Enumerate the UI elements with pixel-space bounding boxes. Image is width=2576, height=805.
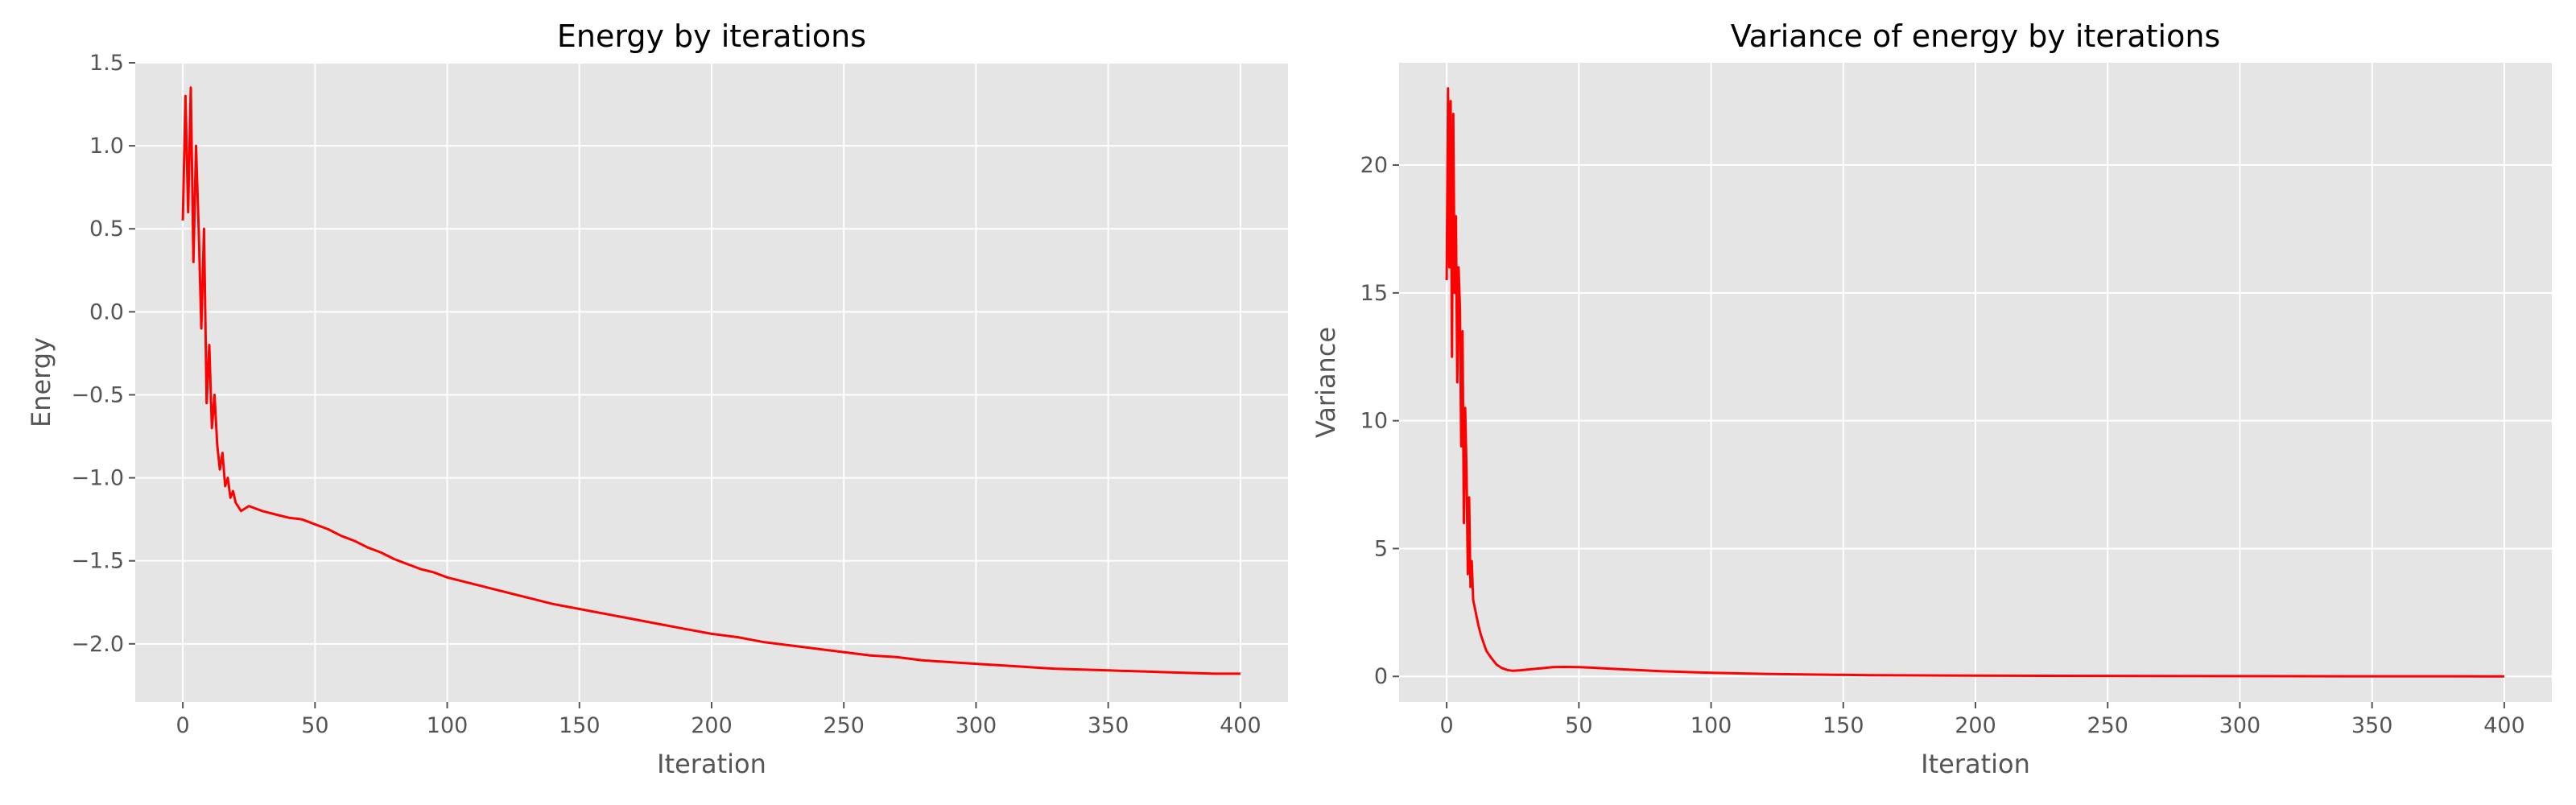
energy-x-tick-label: 300 <box>956 713 997 738</box>
variance-y-tick-label: 20 <box>1360 153 1388 178</box>
variance-x-tick-label: 400 <box>2483 713 2525 738</box>
variance-x-tick-label: 50 <box>1565 713 1592 738</box>
energy-x-tick-label: 250 <box>823 713 865 738</box>
energy-x-tick-label: 150 <box>559 713 601 738</box>
energy-y-tick-label: 1.0 <box>89 134 124 159</box>
energy-x-tick-label: 50 <box>301 713 328 738</box>
variance-x-tick-label: 0 <box>1440 713 1454 738</box>
energy-y-tick-label: −2.0 <box>71 632 124 657</box>
variance-series-line <box>1445 87 2504 678</box>
variance-x-tick-label: 100 <box>1690 713 1732 738</box>
variance-y-tick-label: 0 <box>1374 664 1388 689</box>
energy-x-tick-label: 400 <box>1220 713 1261 738</box>
energy-series-line <box>181 86 1241 675</box>
variance-x-tick-label: 200 <box>1955 713 1996 738</box>
energy-y-tick-label: 1.5 <box>89 51 124 76</box>
energy-y-tick-label: 0.5 <box>89 217 124 242</box>
variance-x-tick-label: 250 <box>2087 713 2128 738</box>
energy-x-tick-label: 0 <box>176 713 190 738</box>
variance-y-tick-label: 10 <box>1360 409 1388 434</box>
variance-x-axis-label: Iteration <box>1921 749 2030 779</box>
variance-y-tick-label: 15 <box>1360 281 1388 306</box>
variance-chart: 0 50 100 150 200 250 300 350 400 0 5 10 15 20 Varianc… <box>1311 19 2552 779</box>
energy-y-tick-label: −1.0 <box>71 466 124 491</box>
energy-y-tick-label: −0.5 <box>71 382 124 407</box>
variance-x-tick-label: 150 <box>1823 713 1864 738</box>
energy-x-tick-label: 200 <box>691 713 733 738</box>
variance-x-tick-label: 300 <box>2219 713 2261 738</box>
variance-chart-title: Variance of energy by iterations <box>1731 19 2220 54</box>
energy-x-tick-label: 350 <box>1088 713 1129 738</box>
energy-y-axis-label: Energy <box>26 337 56 427</box>
energy-chart: 0 50 100 150 200 250 300 350 400 −2.0 −1.5 −1.0 −0.5… <box>26 19 1288 779</box>
energy-y-tick-label: −1.5 <box>71 549 124 574</box>
variance-y-axis-label: Variance <box>1311 327 1341 438</box>
energy-chart-title: Energy by iterations <box>557 19 866 54</box>
variance-x-tick-label: 350 <box>2351 713 2393 738</box>
variance-y-tick-label: 5 <box>1374 536 1388 561</box>
energy-x-tick-label: 100 <box>427 713 469 738</box>
energy-x-axis-label: Iteration <box>657 749 766 779</box>
energy-y-tick-label: 0.0 <box>89 299 124 324</box>
